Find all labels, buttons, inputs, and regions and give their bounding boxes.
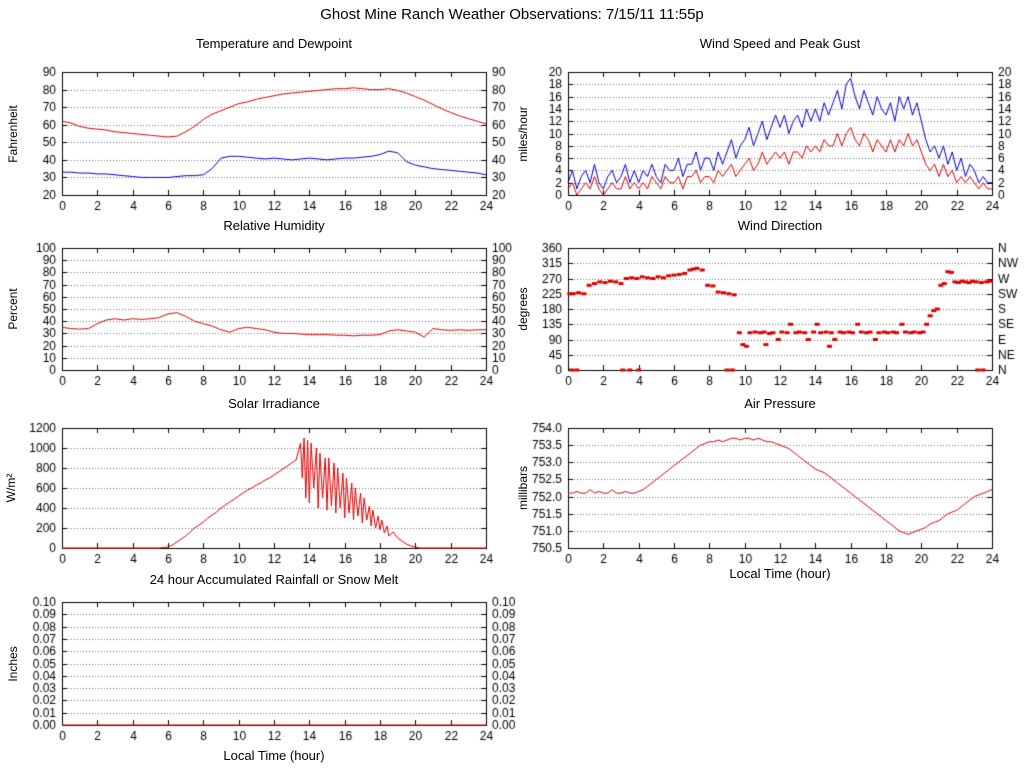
relative-humidity-chart xyxy=(12,240,518,392)
air-pressure-chart xyxy=(518,420,1024,570)
x-axis-label-local-time-rainfall: Local Time (hour) xyxy=(223,748,325,763)
chart-title-air-pressure: Air Pressure xyxy=(744,396,816,411)
chart-title-wind-direction: Wind Direction xyxy=(737,218,823,233)
temperature-dewpoint-chart xyxy=(12,64,518,217)
wind-speed-gust-chart xyxy=(518,64,1024,217)
chart-title-temperature-dewpoint: Temperature and Dewpoint xyxy=(195,36,353,51)
chart-title-relative-humidity: Relative Humidity xyxy=(223,218,325,233)
chart-title-rainfall: 24 hour Accumulated Rainfall or Snow Mel… xyxy=(149,572,399,587)
chart-title-solar-irradiance: Solar Irradiance xyxy=(228,396,320,411)
rainfall-chart xyxy=(12,594,518,747)
chart-title-wind-speed-gust: Wind Speed and Peak Gust xyxy=(699,36,861,51)
x-axis-label-local-time-pressure: Local Time (hour) xyxy=(729,566,831,581)
solar-irradiance-chart xyxy=(12,420,518,570)
wind-direction-chart xyxy=(518,240,1024,392)
page-title: Ghost Mine Ranch Weather Observations: 7… xyxy=(320,6,704,23)
